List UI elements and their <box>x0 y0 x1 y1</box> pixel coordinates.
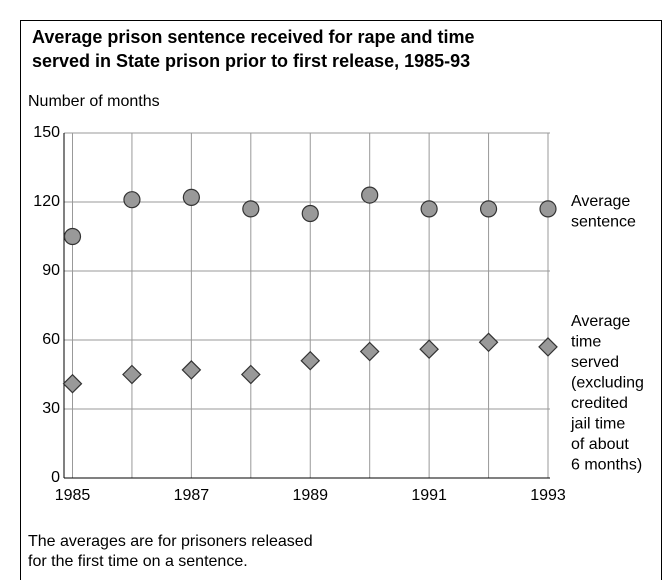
series-label: served <box>571 354 619 371</box>
point <box>240 364 261 385</box>
series-label: Average <box>571 193 630 210</box>
series-label: jail time <box>570 416 625 433</box>
frame <box>20 20 662 580</box>
series-label: 6 months) <box>571 457 642 474</box>
point <box>538 337 558 357</box>
point <box>478 332 499 353</box>
point <box>479 200 498 218</box>
y-tick-label: 120 <box>33 193 60 210</box>
point <box>301 204 319 223</box>
note: The averages are for prisoners released <box>28 533 313 550</box>
point <box>182 188 200 206</box>
series-label: time <box>571 334 601 351</box>
y-axis-label: Number of months <box>28 93 160 110</box>
series-label: of about <box>571 436 629 453</box>
x-tick-label: 1993 <box>530 487 566 504</box>
y-tick-label: 90 <box>42 262 60 279</box>
x-tick-label: 1985 <box>55 487 91 504</box>
point <box>419 339 439 360</box>
point <box>122 364 142 385</box>
series-label: credited <box>571 395 628 412</box>
point <box>361 186 379 204</box>
point <box>539 200 557 218</box>
x-tick-label: 1991 <box>411 487 447 504</box>
series-label: Average <box>571 313 630 330</box>
note: for the first time on a sentence. <box>28 553 248 570</box>
y-tick-label: 30 <box>42 400 60 417</box>
point <box>359 341 380 362</box>
point <box>63 227 82 246</box>
x-tick-label: 1987 <box>174 487 210 504</box>
y-tick-label: 60 <box>42 331 60 348</box>
series-label: sentence <box>571 214 636 231</box>
point <box>420 200 438 218</box>
x-tick-label: 1989 <box>292 487 328 504</box>
chart-title: Average prison sentence received for rap… <box>32 27 475 47</box>
y-tick-label: 0 <box>51 469 60 486</box>
point <box>181 360 202 380</box>
series-label: (excluding <box>571 375 644 392</box>
chart-title: served in State prison prior to first re… <box>32 51 470 71</box>
point <box>62 373 83 394</box>
point <box>123 191 141 209</box>
point <box>300 350 321 371</box>
y-tick-label: 150 <box>33 124 60 141</box>
point <box>242 200 260 218</box>
